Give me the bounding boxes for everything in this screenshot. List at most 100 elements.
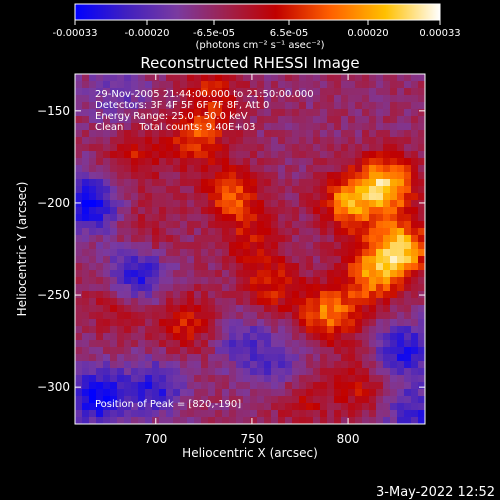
- heatmap-cell: [96, 74, 104, 82]
- heatmap-cell: [215, 109, 223, 117]
- heatmap-cell: [334, 396, 342, 404]
- heatmap-cell: [411, 186, 419, 194]
- heatmap-cell: [348, 102, 356, 110]
- heatmap-cell: [117, 256, 125, 264]
- heatmap-cell: [271, 116, 279, 124]
- heatmap-cell: [152, 340, 160, 348]
- heatmap-cell: [411, 158, 419, 166]
- heatmap-cell: [285, 144, 293, 152]
- heatmap-cell: [348, 74, 356, 82]
- heatmap-cell: [194, 277, 202, 285]
- heatmap-cell: [117, 81, 125, 89]
- heatmap-cell: [285, 340, 293, 348]
- heatmap-cell: [264, 263, 272, 271]
- heatmap-cell: [215, 375, 223, 383]
- heatmap-cell: [292, 165, 300, 173]
- heatmap-cell: [292, 123, 300, 131]
- heatmap-cell: [222, 235, 230, 243]
- heatmap-cell: [397, 130, 405, 138]
- heatmap-cell: [131, 312, 139, 320]
- heatmap-cell: [180, 312, 188, 320]
- heatmap-cell: [201, 375, 209, 383]
- heatmap-cell: [110, 396, 118, 404]
- heatmap-cell: [320, 193, 328, 201]
- heatmap-cell: [236, 347, 244, 355]
- heatmap-cell: [376, 354, 384, 362]
- heatmap-cell: [187, 417, 195, 424]
- heatmap-cell: [271, 242, 279, 250]
- heatmap-cell: [222, 270, 230, 278]
- heatmap-cell: [334, 123, 342, 131]
- heatmap-cell: [229, 312, 237, 320]
- heatmap-cell: [152, 200, 160, 208]
- heatmap-cell: [390, 410, 398, 418]
- heatmap-cell: [194, 361, 202, 369]
- heatmap-cell: [96, 123, 104, 131]
- heatmap-cell: [355, 200, 363, 208]
- heatmap-cell: [355, 165, 363, 173]
- heatmap-cell: [369, 263, 377, 271]
- heatmap-cell: [327, 151, 335, 159]
- heatmap-cell: [159, 291, 167, 299]
- heatmap-cell: [208, 340, 216, 348]
- heatmap-cell: [257, 200, 265, 208]
- heatmap-cell: [75, 116, 83, 124]
- heatmap-cell: [166, 375, 174, 383]
- heatmap-cell: [257, 144, 265, 152]
- heatmap-cell: [159, 298, 167, 306]
- heatmap-cell: [299, 389, 307, 397]
- heatmap-cell: [124, 200, 132, 208]
- heatmap-cell: [243, 74, 251, 82]
- heatmap-cell: [376, 263, 384, 271]
- heatmap-cell: [124, 403, 132, 411]
- heatmap-cell: [124, 410, 132, 418]
- heatmap-cell: [187, 354, 195, 362]
- heatmap-cell: [187, 214, 195, 222]
- heatmap-cell: [180, 263, 188, 271]
- heatmap-cell: [96, 102, 104, 110]
- heatmap-cell: [250, 242, 258, 250]
- heatmap-cell: [229, 144, 237, 152]
- heatmap-cell: [145, 347, 153, 355]
- heatmap-cell: [390, 102, 398, 110]
- heatmap-cell: [75, 277, 83, 285]
- heatmap-cell: [390, 158, 398, 166]
- heatmap-cell: [341, 116, 349, 124]
- heatmap-cell: [173, 270, 181, 278]
- heatmap-cell: [131, 298, 139, 306]
- heatmap-cell: [222, 319, 230, 327]
- heatmap-cell: [82, 207, 90, 215]
- heatmap-cell: [222, 137, 230, 145]
- heatmap-cell: [292, 403, 300, 411]
- heatmap-cell: [208, 88, 216, 96]
- heatmap-cell: [103, 165, 111, 173]
- heatmap-cell: [110, 319, 118, 327]
- heatmap-cell: [180, 368, 188, 376]
- heatmap-cell: [187, 298, 195, 306]
- heatmap-cell: [362, 298, 370, 306]
- heatmap-cell: [152, 130, 160, 138]
- heatmap-cell: [82, 298, 90, 306]
- heatmap-cell: [75, 319, 83, 327]
- heatmap-cell: [166, 109, 174, 117]
- heatmap-cell: [110, 305, 118, 313]
- heatmap-cell: [292, 375, 300, 383]
- heatmap-cell: [313, 375, 321, 383]
- heatmap-cell: [334, 312, 342, 320]
- heatmap-cell: [194, 88, 202, 96]
- heatmap-cell: [96, 193, 104, 201]
- heatmap-cell: [376, 179, 384, 187]
- heatmap-cell: [103, 109, 111, 117]
- heatmap-cell: [348, 403, 356, 411]
- heatmap-cell: [145, 326, 153, 334]
- heatmap-cell: [355, 375, 363, 383]
- heatmap-cell: [124, 382, 132, 390]
- heatmap-cell: [362, 389, 370, 397]
- heatmap-cell: [264, 95, 272, 103]
- heatmap-cell: [334, 130, 342, 138]
- heatmap-cell: [369, 249, 377, 257]
- x-tick-label: 800: [337, 432, 360, 446]
- heatmap-cell: [208, 130, 216, 138]
- heatmap-cell: [369, 228, 377, 236]
